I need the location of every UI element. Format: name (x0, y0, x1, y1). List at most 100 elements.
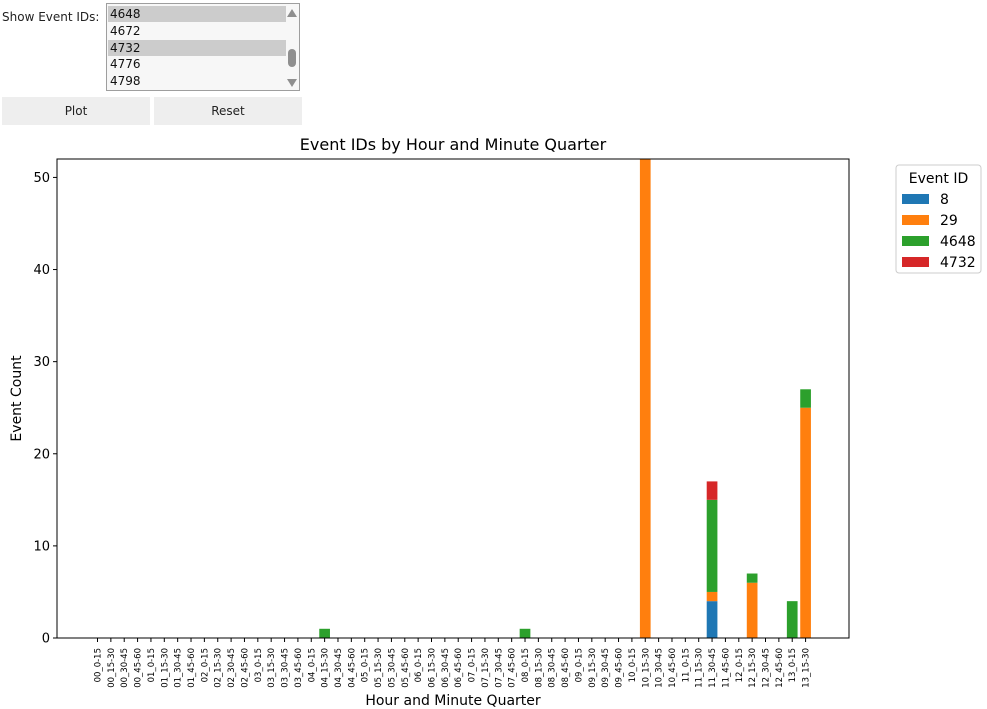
x-axis-label: Hour and Minute Quarter (365, 693, 541, 709)
bar-4648-08_0-15 (519, 628, 531, 638)
legend-entry: 29 (940, 213, 958, 229)
x-tick-label: 09_0-15 (574, 648, 584, 682)
x-tick-label: 05_45-60 (401, 648, 411, 688)
x-tick-label: 04_45-60 (347, 648, 357, 688)
x-tick-label: 06_30-45 (441, 648, 451, 688)
bar-4648-13_15-30 (800, 389, 811, 408)
x-tick-label: 01_0-15 (147, 648, 157, 682)
x-tick-label: 07_30-45 (494, 648, 504, 688)
bar-4648-04_15-30 (319, 628, 330, 638)
x-tick-label: 05_15-30 (374, 648, 384, 688)
event-ids-listbox[interactable]: 4648 4672 4732 4776 4798 (106, 3, 300, 91)
x-tick-label: 12_0-15 (735, 648, 745, 682)
x-tick-label: 12_15-30 (748, 648, 758, 688)
x-tick-label: 13_0-15 (788, 648, 798, 682)
x-tick-label: 02_45-60 (240, 648, 250, 688)
bar-4648-12_15-30 (746, 573, 758, 583)
x-tick-label: 02_0-15 (200, 648, 210, 682)
scroll-down-arrow-icon[interactable] (287, 79, 297, 87)
legend-entry: 4732 (940, 255, 976, 271)
x-tick-label: 13_15-30 (802, 648, 812, 688)
x-tick-label: 04_0-15 (307, 648, 317, 682)
legend-swatch-29 (902, 215, 929, 225)
x-tick-label: 04_15-30 (321, 648, 331, 688)
bar-4648-11_30-45 (706, 499, 718, 592)
x-tick-label: 08_15-30 (534, 648, 544, 688)
legend-entry: 4648 (940, 234, 976, 250)
x-tick-label: 09_15-30 (588, 648, 598, 688)
legend-swatch-4648 (902, 236, 929, 246)
plot-area (56, 158, 850, 639)
x-tick-label: 03_45-60 (294, 648, 304, 688)
listbox-scrollbar[interactable] (285, 4, 299, 90)
bar-29-10_15-30 (639, 159, 651, 638)
x-tick-label: 08_45-60 (561, 648, 571, 688)
list-item[interactable]: 4732 (108, 40, 286, 56)
x-tick-label: 01_45-60 (187, 648, 197, 688)
x-tick-label: 09_30-45 (601, 648, 611, 688)
x-tick-label: 06_15-30 (428, 648, 438, 688)
y-tick-label: 40 (33, 263, 50, 278)
x-tick-label: 01_30-45 (174, 648, 184, 688)
y-tick-label: 30 (33, 355, 50, 370)
legend-entry: 8 (940, 192, 949, 208)
bar-4732-11_30-45 (706, 481, 718, 500)
chart-title: Event IDs by Hour and Minute Quarter (300, 135, 607, 154)
x-tick-label: 06_0-15 (414, 648, 424, 682)
y-tick-label: 0 (42, 632, 50, 647)
y-tick-label: 20 (33, 447, 50, 462)
x-tick-label: 01_15-30 (160, 648, 170, 688)
x-tick-label: 05_0-15 (361, 648, 371, 682)
bar-29-13_15-30 (800, 407, 811, 638)
bar-8-11_30-45 (706, 601, 718, 638)
bar-29-11_30-45 (706, 591, 718, 602)
x-tick-label: 06_45-60 (454, 648, 464, 688)
reset-button[interactable]: Reset (154, 97, 302, 125)
x-tick-label: 00_30-45 (120, 648, 130, 688)
x-tick-label: 07_0-15 (468, 648, 478, 682)
y-axis-label: Event Count (9, 355, 25, 442)
x-tick-label: 00_15-30 (107, 648, 117, 688)
bar-29-12_15-30 (746, 582, 758, 638)
x-tick-label: 07_45-60 (508, 648, 518, 688)
x-tick-label: 12_45-60 (775, 648, 785, 688)
scroll-up-arrow-icon[interactable] (287, 9, 297, 17)
x-tick-label: 10_30-45 (655, 648, 665, 688)
x-tick-label: 03_0-15 (254, 648, 264, 682)
x-tick-label: 02_15-30 (214, 648, 224, 688)
bar-4648-13_0-15 (786, 601, 798, 638)
stacked-bar-chart: 0 10 20 30 40 50 00_0-15 00_15-30 00_30-45 00_45-… (9, 135, 982, 709)
x-tick-label: 00_45-60 (134, 648, 144, 688)
x-tick-label: 11_0-15 (681, 648, 691, 682)
legend-title: Event ID (909, 171, 968, 187)
x-tick-label: 00_0-15 (94, 648, 104, 682)
x-tick-label: 05_30-45 (387, 648, 397, 688)
legend-swatch-4732 (902, 257, 929, 267)
x-tick-label: 08_0-15 (521, 648, 531, 682)
plot-frame (56, 158, 850, 639)
list-item[interactable]: 4776 (110, 57, 141, 71)
x-tick-label: 02_30-45 (227, 648, 237, 688)
x-tick-label: 10_0-15 (628, 648, 638, 682)
x-tick-label: 11_15-30 (695, 648, 705, 688)
x-tick-label: 11_45-60 (721, 648, 731, 688)
list-item[interactable]: 4648 (108, 6, 286, 22)
x-tick-label: 10_15-30 (641, 648, 651, 688)
x-tick-label: 11_30-45 (708, 648, 718, 688)
x-tick-label: 07_15-30 (481, 648, 491, 688)
list-item[interactable]: 4672 (110, 24, 141, 38)
y-tick-label: 10 (33, 539, 50, 554)
list-item[interactable]: 4798 (110, 74, 141, 88)
x-tick-label: 10_45-60 (668, 648, 678, 688)
x-tick-label: 03_30-45 (281, 648, 291, 688)
event-ids-label: Show Event IDs: (2, 10, 100, 24)
x-tick-label: 09_45-60 (615, 648, 625, 688)
plot-button[interactable]: Plot (2, 97, 150, 125)
x-tick-label: 03_15-30 (267, 648, 277, 688)
x-tick-label: 12_30-45 (762, 648, 772, 688)
x-tick-label: 08_30-45 (548, 648, 558, 688)
legend-swatch-8 (902, 194, 929, 204)
y-tick-label: 50 (33, 171, 50, 186)
x-tick-label: 04_30-45 (334, 648, 344, 688)
scroll-thumb[interactable] (288, 49, 296, 67)
